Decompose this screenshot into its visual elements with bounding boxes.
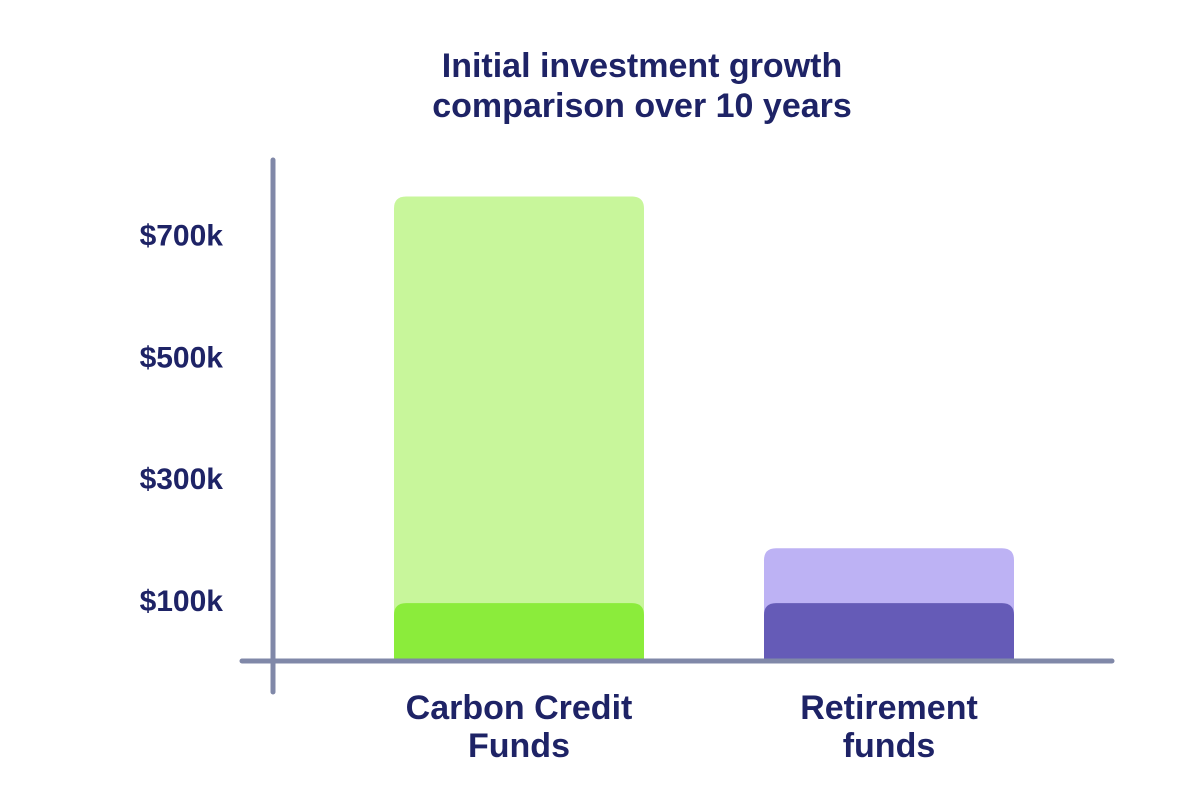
- retirement-initial-bar: [764, 603, 1014, 661]
- chart-title-line-2: comparison over 10 years: [432, 87, 852, 125]
- y-tick-label: $500k: [140, 341, 224, 374]
- x-category-label: Funds: [468, 727, 570, 765]
- x-category-label: funds: [843, 727, 936, 765]
- x-category-label: Retirement: [800, 689, 978, 727]
- chart-title: Initial investment growth comparison ove…: [0, 46, 1200, 126]
- y-tick-label: $100k: [140, 585, 224, 618]
- carbon-credit-initial-bar: [394, 603, 644, 661]
- x-category-label: Carbon Credit: [406, 689, 633, 727]
- carbon-credit-total-bar: [394, 196, 644, 661]
- y-tick-label: $700k: [140, 219, 224, 252]
- y-tick-label: $300k: [140, 463, 224, 496]
- chart-title-line-1: Initial investment growth: [441, 47, 843, 85]
